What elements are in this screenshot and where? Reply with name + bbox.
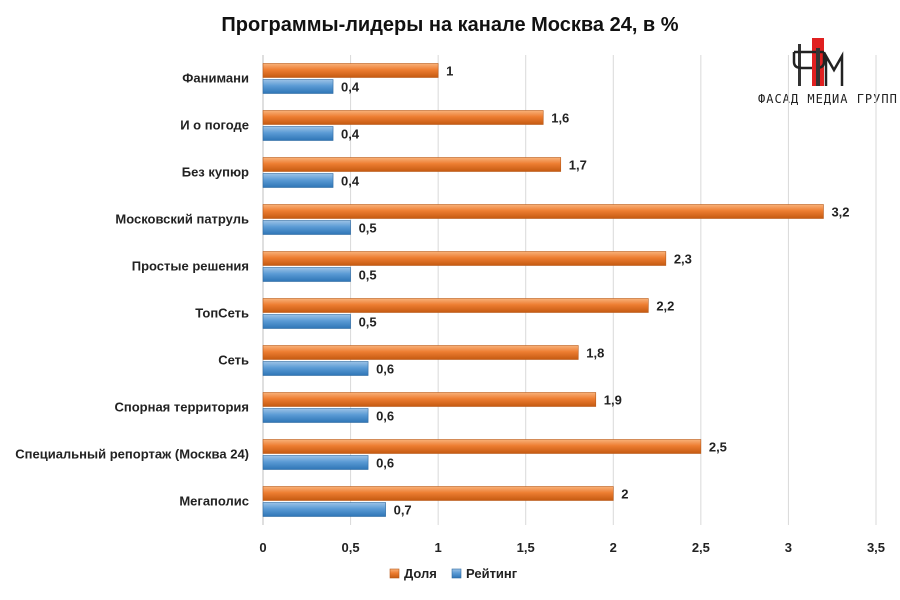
x-tick-label: 1,5 (517, 540, 535, 555)
data-label: 0,5 (359, 315, 377, 330)
rating-bar (262, 408, 369, 423)
category-label: И о погоде (180, 118, 249, 133)
x-tick-label: 0,5 (342, 540, 360, 555)
share-bar (262, 392, 597, 407)
data-label: 1,8 (586, 346, 604, 361)
legend-label-rating: Рейтинг (466, 566, 518, 581)
category-label: Мегаполис (179, 494, 249, 509)
x-tick-label: 1 (435, 540, 442, 555)
x-tick-label: 3,5 (867, 540, 885, 555)
category-label: Фанимани (182, 71, 249, 86)
data-label: 0,4 (341, 80, 360, 95)
legend-label-share: Доля (404, 566, 437, 581)
data-label: 2,3 (674, 252, 692, 267)
rating-bar (262, 220, 351, 235)
share-bar (262, 63, 439, 78)
category-label: Сеть (218, 353, 249, 368)
category-label: Специальный репортаж (Москва 24) (15, 447, 249, 462)
chart-title: Программы-лидеры на канале Москва 24, в … (221, 14, 679, 36)
category-label: ТопСеть (195, 306, 249, 321)
data-label: 0,7 (394, 503, 412, 518)
data-label: 0,5 (359, 268, 377, 283)
rating-bar (262, 173, 334, 188)
category-label: Московский патруль (115, 212, 249, 227)
rating-bar (262, 502, 386, 517)
category-label: Без купюр (182, 165, 249, 180)
data-label: 1,7 (569, 158, 587, 173)
data-label: 0,6 (376, 409, 394, 424)
rating-bar (262, 314, 351, 329)
rating-bar (262, 267, 351, 282)
share-bar (262, 345, 579, 360)
data-label: 0,6 (376, 456, 394, 471)
x-tick-label: 2 (610, 540, 617, 555)
data-label: 2,2 (656, 299, 674, 314)
data-label: 0,4 (341, 127, 360, 142)
x-tick-label: 2,5 (692, 540, 710, 555)
rating-bar (262, 79, 334, 94)
data-label: 1 (446, 64, 453, 79)
rating-bar (262, 455, 369, 470)
share-bar (262, 298, 649, 313)
share-bar (262, 486, 614, 501)
data-label: 1,9 (604, 393, 622, 408)
data-label: 0,4 (341, 174, 360, 189)
company-logo-icon (792, 38, 844, 86)
data-label: 1,6 (551, 111, 569, 126)
data-label: 0,6 (376, 362, 394, 377)
legend-swatch-rating (451, 568, 462, 579)
data-label: 0,5 (359, 221, 377, 236)
rating-bar (262, 361, 369, 376)
category-label: Простые решения (132, 259, 249, 274)
legend-swatch-share (389, 568, 400, 579)
share-bar (262, 157, 562, 172)
share-bar (262, 439, 702, 454)
share-bar (262, 204, 824, 219)
logo-text: ФАСАД МЕДИА ГРУПП (758, 92, 898, 106)
x-tick-label: 3 (785, 540, 792, 555)
data-label: 3,2 (831, 205, 849, 220)
share-bar (262, 110, 544, 125)
x-tick-label: 0 (259, 540, 266, 555)
data-label: 2,5 (709, 440, 727, 455)
share-bar (262, 251, 667, 266)
rating-bar (262, 126, 334, 141)
category-label: Спорная территория (114, 400, 249, 415)
data-label: 2 (621, 487, 628, 502)
